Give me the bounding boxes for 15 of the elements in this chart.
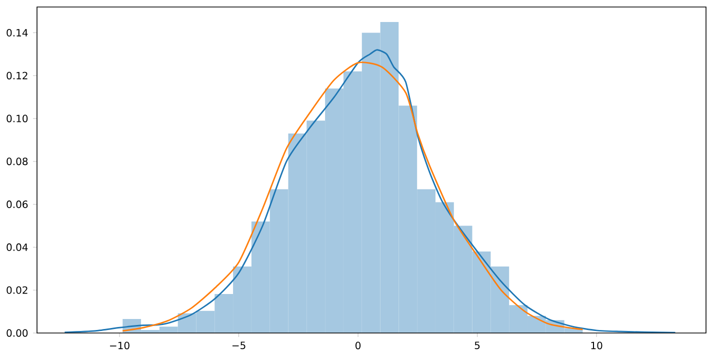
x-tick-label: −5 bbox=[232, 342, 246, 350]
y-tick-label: 0.08 bbox=[6, 158, 28, 166]
x-tick-label: 10 bbox=[591, 342, 602, 350]
y-tick-label: 0.00 bbox=[6, 329, 28, 337]
y-tick-label: 0.06 bbox=[6, 200, 28, 208]
y-tick-label: 0.04 bbox=[6, 243, 28, 251]
y-tick-label: 0.12 bbox=[6, 72, 28, 80]
line-series bbox=[122, 62, 584, 332]
y-tick-label: 0.02 bbox=[6, 286, 28, 294]
x-tick-label: 5 bbox=[474, 342, 480, 350]
x-tick-label: −10 bbox=[110, 342, 130, 350]
x-tick-label: 0 bbox=[356, 342, 361, 350]
line-series bbox=[64, 49, 676, 333]
y-tick-label: 0.10 bbox=[6, 114, 28, 122]
y-tick-label: 0.14 bbox=[6, 28, 28, 37]
